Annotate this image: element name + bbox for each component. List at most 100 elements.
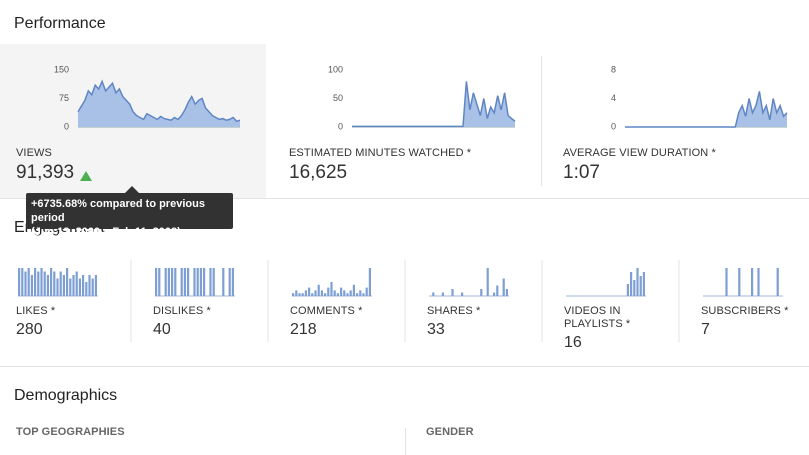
column-title: GENDER xyxy=(426,426,474,438)
spark-bar xyxy=(502,278,505,296)
spark-bar xyxy=(37,271,40,296)
spark-bar xyxy=(633,280,636,296)
spark-bar xyxy=(359,290,362,296)
spark-bar xyxy=(231,268,234,296)
metric-value: 40 xyxy=(153,321,171,338)
spark-bar xyxy=(738,268,741,296)
spark-bar xyxy=(72,275,75,296)
spark-bar xyxy=(340,287,343,296)
spark-bar xyxy=(639,276,642,296)
y-tick-label: 8 xyxy=(611,64,616,74)
spark-bar xyxy=(164,268,167,296)
spark-bar xyxy=(94,275,97,296)
spark-bar xyxy=(155,268,158,296)
spark-bar xyxy=(85,282,88,296)
spark-bar xyxy=(167,268,170,296)
tooltip: +6735.68% compared to previous period (J… xyxy=(26,193,233,238)
spark-bar xyxy=(725,268,728,296)
spark-bar xyxy=(308,287,311,296)
spark-bar xyxy=(311,293,314,296)
spark-bar xyxy=(301,293,304,296)
spark-bar xyxy=(30,275,33,296)
y-tick-label: 75 xyxy=(59,93,69,103)
spark-bar xyxy=(486,268,489,296)
y-tick-label: 50 xyxy=(333,93,343,103)
sparkline xyxy=(77,79,241,123)
spark-bar xyxy=(343,290,346,296)
y-tick-label: 0 xyxy=(64,121,69,131)
divider xyxy=(405,428,406,455)
spark-bar xyxy=(18,268,21,296)
spark-bar xyxy=(196,268,199,296)
spark-bar xyxy=(82,275,85,296)
spark-bar xyxy=(314,290,317,296)
spark-bar xyxy=(362,293,365,296)
spark-bar xyxy=(451,289,454,296)
spark-bar xyxy=(66,268,69,296)
metric-value: 16 xyxy=(564,334,582,351)
spark-bar xyxy=(91,278,94,296)
divider xyxy=(541,56,542,186)
spark-bar xyxy=(158,268,161,296)
spark-bar xyxy=(636,268,639,296)
spark-bar xyxy=(228,268,231,296)
spark-bar xyxy=(50,268,53,296)
spark-bar xyxy=(183,268,186,296)
spark-bar xyxy=(751,268,754,296)
spark-bar xyxy=(432,292,435,296)
y-tick-label: 100 xyxy=(328,64,343,74)
metric-label: VIDEOS IN PLAYLISTS * xyxy=(564,305,631,330)
tooltip-text: +6735.68% compared to previous period xyxy=(31,198,205,224)
spark-bar xyxy=(365,287,368,296)
sparkline xyxy=(625,91,788,128)
y-tick-label: 150 xyxy=(54,64,69,74)
spark-bar xyxy=(295,290,298,296)
spark-bar xyxy=(209,268,212,296)
metric-label: SUBSCRIBERS * xyxy=(701,305,789,317)
spark-bar xyxy=(62,275,65,296)
spark-bar xyxy=(346,293,349,296)
metric-label: ESTIMATED MINUTES WATCHED * xyxy=(289,147,472,159)
spark-bar xyxy=(493,292,496,296)
spark-bar xyxy=(53,271,56,296)
metric-value: 280 xyxy=(16,321,43,338)
sparkline xyxy=(352,81,516,128)
spark-bar xyxy=(171,268,174,296)
y-tick-label: 0 xyxy=(611,121,616,131)
metric-label: VIEWS xyxy=(16,147,52,159)
metric-value: 91,393 xyxy=(16,162,75,183)
spark-bar xyxy=(356,293,359,296)
spark-bar xyxy=(642,272,645,296)
metric-label: LIKES * xyxy=(16,305,56,317)
spark-bar xyxy=(298,293,301,296)
spark-bar xyxy=(187,268,190,296)
trend-up-icon xyxy=(80,171,92,181)
sparkline-area xyxy=(625,91,787,127)
metric-value: 1:07 xyxy=(563,162,600,183)
spark-bar xyxy=(193,268,196,296)
spark-bar xyxy=(776,268,779,296)
spark-bar xyxy=(320,290,323,296)
metric-value: 16,625 xyxy=(289,162,348,183)
spark-bar xyxy=(757,268,760,296)
tooltip-arrow xyxy=(125,186,139,193)
metric-label: DISLIKES * xyxy=(153,305,211,317)
spark-bar xyxy=(34,268,37,296)
spark-bar xyxy=(180,268,183,296)
spark-bar xyxy=(368,268,371,296)
spark-bar xyxy=(222,268,225,296)
spark-bar xyxy=(304,290,307,296)
spark-bar xyxy=(59,271,62,296)
spark-bar xyxy=(480,289,483,296)
metric-value: 7 xyxy=(701,321,710,338)
spark-bar xyxy=(174,268,177,296)
spark-bar xyxy=(505,289,508,296)
spark-bar xyxy=(496,285,499,296)
spark-bar xyxy=(69,278,72,296)
section-title: Performance xyxy=(14,15,106,32)
spark-bar xyxy=(461,292,464,296)
spark-bar xyxy=(336,293,339,296)
spark-bar xyxy=(199,268,202,296)
